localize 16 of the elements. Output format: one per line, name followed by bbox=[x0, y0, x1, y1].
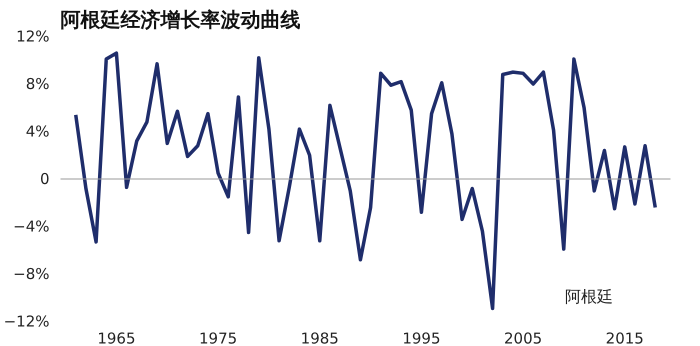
x-tick-label: 2005 bbox=[504, 330, 542, 346]
x-tick-label: 1965 bbox=[97, 330, 136, 346]
x-tick-label: 1985 bbox=[300, 330, 339, 346]
text: 阿根廷 bbox=[565, 287, 614, 306]
y-tick-label: −12% bbox=[4, 312, 50, 330]
chart-title: 阿根廷经济增长率波动曲线 bbox=[60, 8, 300, 32]
line-series bbox=[74, 51, 657, 310]
x-tick-label: 2015 bbox=[606, 330, 644, 346]
x-tick-label: 1995 bbox=[402, 330, 441, 346]
y-tick-label: 4% bbox=[26, 122, 50, 140]
y-tick-label: −8% bbox=[13, 265, 50, 283]
y-tick-label: −4% bbox=[13, 218, 50, 236]
y-tick-label: 0 bbox=[40, 170, 50, 188]
y-tick-label: 8% bbox=[26, 75, 50, 93]
y-tick-label: 12% bbox=[16, 28, 50, 46]
x-tick-label: 1975 bbox=[198, 330, 238, 346]
